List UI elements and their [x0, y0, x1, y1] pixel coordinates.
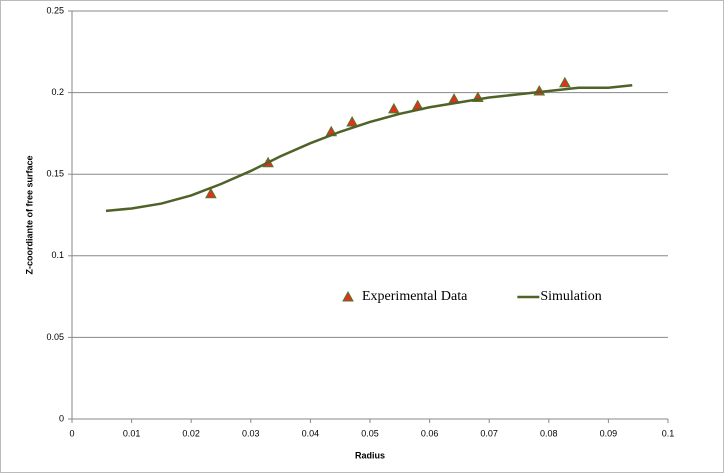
x-tick-label: 0.08: [540, 428, 558, 438]
y-tick-label: 0: [59, 413, 64, 423]
x-tick-label: 0.05: [361, 428, 379, 438]
data-point: [346, 115, 358, 127]
y-tick-label: 0.1: [51, 250, 64, 260]
x-tick-label: 0.07: [480, 428, 498, 438]
legend-label: Experimental Data: [362, 289, 468, 304]
x-tick-label: 0.04: [302, 428, 320, 438]
x-tick-label: 0.03: [242, 428, 260, 438]
y-tick-label: 0.05: [46, 332, 64, 342]
x-tick-label: 0.06: [421, 428, 439, 438]
y-axis-title: Z-coordiante of free surface: [24, 155, 34, 274]
legend-marker: [342, 290, 354, 302]
y-tick-label: 0.15: [46, 169, 64, 179]
x-tick-label: 0.1: [662, 428, 675, 438]
x-tick-label: 0.09: [600, 428, 618, 438]
y-tick-label: 0.2: [51, 87, 64, 97]
y-tick-label: 0.25: [46, 5, 64, 15]
legend-label: Simulation: [540, 289, 601, 304]
x-tick-label: 0: [69, 428, 74, 438]
data-point: [205, 187, 217, 199]
data-point: [559, 76, 571, 88]
data-point: [387, 102, 400, 114]
x-tick-label: 0.01: [123, 428, 141, 438]
x-axis-title: Radius: [355, 450, 385, 460]
simulation-line: [105, 84, 633, 213]
x-tick-label: 0.02: [182, 428, 200, 438]
